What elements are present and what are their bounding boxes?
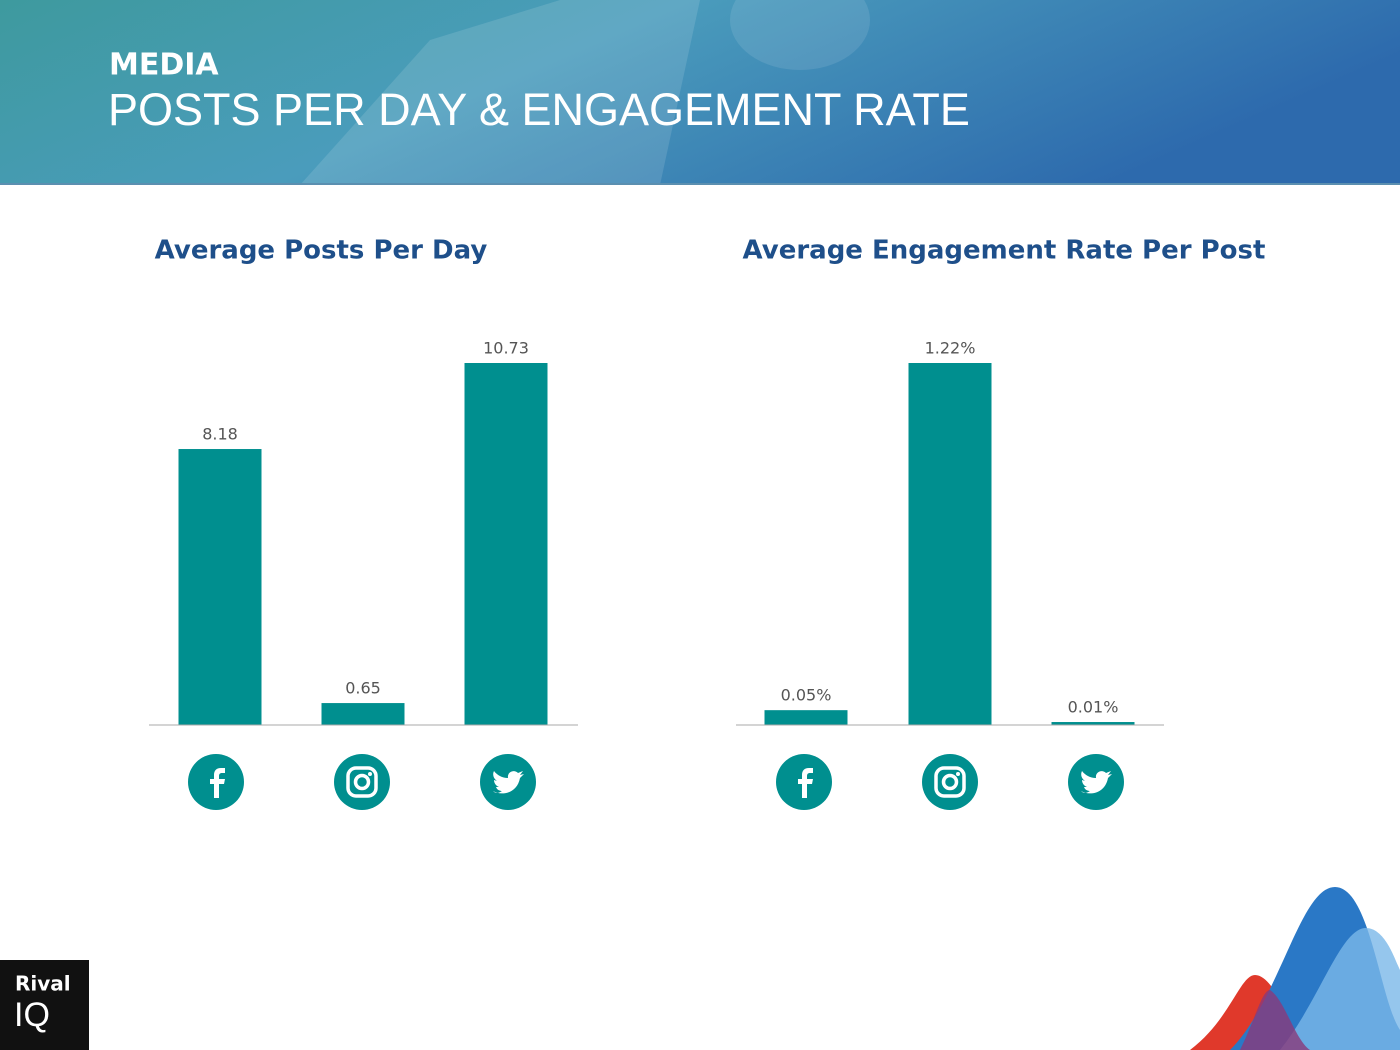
instagram-glyph: [353, 773, 371, 791]
platform-icon: [1068, 754, 1124, 810]
icon-circle: [334, 754, 390, 810]
value-label: 0.05%: [781, 686, 832, 705]
instagram-glyph: [956, 772, 960, 776]
platform-icon: [334, 754, 390, 810]
twitter-glyph: [493, 771, 524, 794]
bar: [464, 363, 548, 725]
bar: [178, 449, 262, 725]
logo-text: IQ: [14, 996, 50, 1034]
instagram-glyph: [941, 773, 959, 791]
header-decor: [300, 0, 700, 185]
logo-text: Rival: [15, 972, 71, 996]
twitter-glyph: [1081, 771, 1112, 794]
bar: [764, 710, 848, 725]
value-label: 1.22%: [925, 339, 976, 358]
curve: [1240, 990, 1310, 1050]
icon-circle: [922, 754, 978, 810]
instagram-glyph: [368, 772, 372, 776]
value-label: 0.65: [345, 679, 381, 698]
instagram-glyph: [346, 766, 378, 798]
platform-icon: [188, 754, 244, 810]
slide-title: POSTS PER DAY & ENGAGEMENT RATE: [108, 84, 970, 135]
decor-curves: [1190, 887, 1400, 1050]
bar: [1051, 722, 1135, 725]
curve: [1280, 927, 1400, 1050]
section-label: MEDIA: [109, 48, 219, 83]
facebook-glyph: [798, 768, 813, 798]
platform-icon: [776, 754, 832, 810]
value-label: 0.01%: [1068, 698, 1119, 717]
facebook-glyph: [210, 768, 225, 798]
chart-title: Average Posts Per Day: [155, 236, 488, 266]
header-decor: [730, 0, 870, 70]
platform-icon: [480, 754, 536, 810]
bar: [321, 703, 405, 725]
chart-title: Average Engagement Rate Per Post: [743, 236, 1266, 266]
instagram-glyph: [934, 766, 966, 798]
value-label: 10.73: [483, 339, 529, 358]
header-rule: [0, 183, 1400, 185]
platform-icon: [922, 754, 978, 810]
logo-box: [0, 960, 89, 1050]
bar: [908, 363, 992, 725]
header-band: [0, 0, 1400, 185]
value-label: 8.18: [202, 425, 238, 444]
